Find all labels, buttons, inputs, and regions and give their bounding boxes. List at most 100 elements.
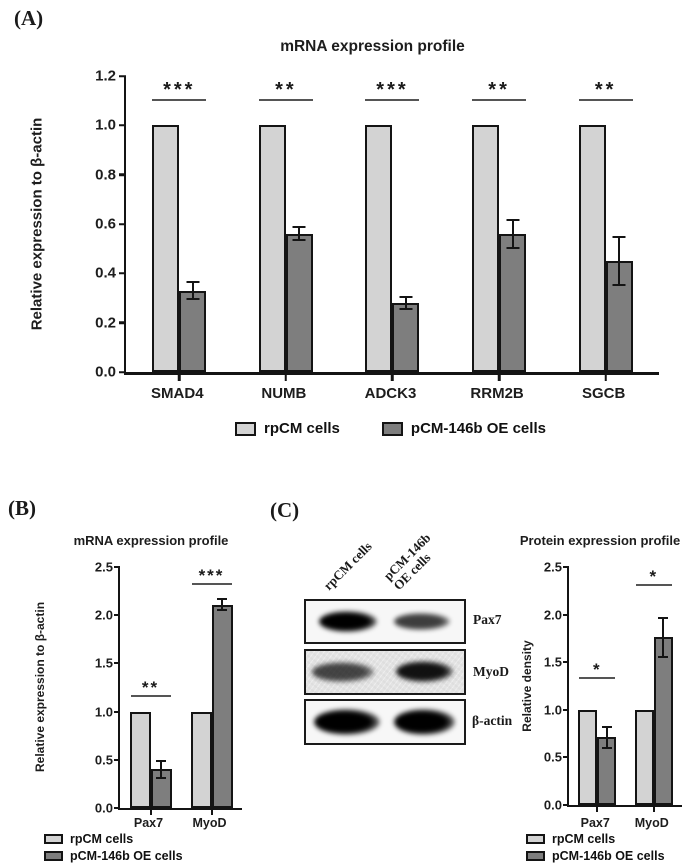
bar-rrm2b-series0 <box>472 125 500 372</box>
error-bar-smad4 <box>191 280 194 301</box>
x-label-adck3: ADCK3 <box>364 385 417 402</box>
bar-group-adck3: *** <box>339 76 446 372</box>
y-tick-label: 1.2 <box>95 67 116 85</box>
error-bar-myod <box>662 616 665 659</box>
bar-slot <box>605 76 633 372</box>
bar-myod-series0 <box>190 711 212 808</box>
y-tick-label: 0.8 <box>95 166 116 184</box>
y-tick-label: 0.0 <box>95 363 116 381</box>
legend-label-oe: pCM-146b OE cells <box>552 849 665 863</box>
y-tick-label: 1.0 <box>543 702 562 718</box>
panel-a-label: (A) <box>14 6 44 30</box>
plot-area: *** ** *** ** ** 0.0 0.2 0.4 0.6 0.8 1.0 1.2 <box>95 68 659 381</box>
y-tick-label: 1.5 <box>94 655 113 671</box>
panel-b-label: (B) <box>8 496 36 520</box>
y-tick-label: 0.4 <box>95 264 116 282</box>
bar-slot <box>150 567 172 808</box>
y-tick-mark <box>114 710 120 713</box>
bar-slot <box>653 567 673 805</box>
bar-sgcb-series0 <box>578 125 606 372</box>
x-label-numb: NUMB <box>261 385 307 402</box>
y-tick-mark <box>114 614 120 617</box>
blot-band-row0-lane0 <box>318 610 378 633</box>
bar-slot <box>392 76 420 372</box>
bar-slot <box>365 76 393 372</box>
legend-label-rpcm: rpCM cells <box>264 420 340 437</box>
y-tick-mark <box>119 370 126 374</box>
y-tick-mark <box>114 662 120 665</box>
bar-slot <box>190 567 212 808</box>
significance-asterisks: ** <box>594 78 617 101</box>
blot-lane-label-rpcm: rpCM cells <box>320 538 375 593</box>
significance-marker-pax7: ** <box>130 679 171 698</box>
legend-swatch-rpcm <box>235 421 257 436</box>
bar-adck3-series0 <box>365 125 393 372</box>
y-tick-mark <box>119 272 126 275</box>
panel-a-bar-chart: mRNA expression profile Relative express… <box>0 30 685 460</box>
y-tick-label: 2.5 <box>543 559 562 575</box>
bar-slot <box>499 76 527 372</box>
bar-group-pax7: * <box>569 567 626 805</box>
y-tick-label: 1.0 <box>95 116 116 134</box>
blot-band-row2-lane1 <box>394 708 455 735</box>
legend-item-oe: pCM-146b OE cells <box>44 849 183 863</box>
significance-asterisks: ** <box>488 78 510 101</box>
y-tick-mark <box>114 758 120 761</box>
bar-slot <box>211 567 233 808</box>
blot-label-beta-actin: β-actin <box>472 713 513 728</box>
blot-label-myod: MyoD <box>473 664 509 679</box>
blot-row-myod <box>304 649 466 695</box>
panel-b-bar-chart: mRNA expression profile Relative express… <box>0 520 260 866</box>
bar-group-numb: ** <box>233 76 340 372</box>
bar-slot <box>179 76 207 372</box>
error-bar-numb <box>298 226 301 242</box>
significance-marker-myod: *** <box>191 567 232 586</box>
y-tick-label: 2.5 <box>94 559 113 575</box>
chart-title: mRNA expression profile <box>280 38 465 55</box>
legend-swatch-oe <box>381 421 403 436</box>
legend-label-oe: pCM-146b OE cells <box>410 420 546 437</box>
bar-myod-series1 <box>653 637 673 805</box>
bar-group-smad4: *** <box>126 76 233 372</box>
y-axis-label: Relative expression to β-actin <box>33 601 47 773</box>
x-label-smad4: SMAD4 <box>151 385 204 402</box>
blot-label-pax7: Pax7 <box>473 612 502 627</box>
blot-row-beta-actin <box>304 699 466 745</box>
bar-rrm2b-series1 <box>499 233 527 372</box>
bar-slot <box>634 567 654 805</box>
y-tick-label: 0.5 <box>543 749 562 765</box>
y-tick-mark <box>563 756 569 759</box>
significance-asterisks: ** <box>141 678 160 698</box>
legend-label-rpcm: rpCM cells <box>70 832 134 846</box>
legend-item-oe: pCM-146b OE cells <box>381 420 546 437</box>
y-tick-mark <box>119 124 126 127</box>
y-tick-mark <box>119 321 126 324</box>
bar-myod-series0 <box>634 709 654 805</box>
significance-marker-numb: ** <box>258 80 313 101</box>
y-tick-mark <box>119 173 126 176</box>
bar-adck3-series1 <box>392 302 420 372</box>
error-bar-sgcb <box>618 236 621 286</box>
y-tick-mark <box>563 661 569 664</box>
y-tick-mark <box>114 807 120 809</box>
bar-numb-series0 <box>258 125 286 372</box>
bar-slot <box>152 76 180 372</box>
legend-label-rpcm: rpCM cells <box>552 832 616 846</box>
y-axis-label: Relative density <box>520 640 534 732</box>
bar-slot <box>129 567 151 808</box>
bar-group-myod: *** <box>181 567 242 808</box>
y-tick-label: 2.0 <box>94 607 113 623</box>
bar-smad4-series1 <box>179 290 207 372</box>
bar-smad4-series0 <box>152 125 180 372</box>
y-tick-mark <box>563 804 569 806</box>
significance-asterisks: *** <box>376 78 409 101</box>
x-label-pax7: Pax7 <box>580 816 610 830</box>
y-tick-label: 1.5 <box>543 654 562 670</box>
blot-band-row1-lane1 <box>396 661 453 683</box>
bar-pax7-series0 <box>578 709 598 805</box>
significance-marker-pax7: * <box>579 661 616 680</box>
x-label-sgcb: SGCB <box>582 385 626 402</box>
error-bar-myod <box>221 597 223 612</box>
legend-label-oe: pCM-146b OE cells <box>70 849 183 863</box>
y-tick-label: 0.0 <box>543 797 562 813</box>
